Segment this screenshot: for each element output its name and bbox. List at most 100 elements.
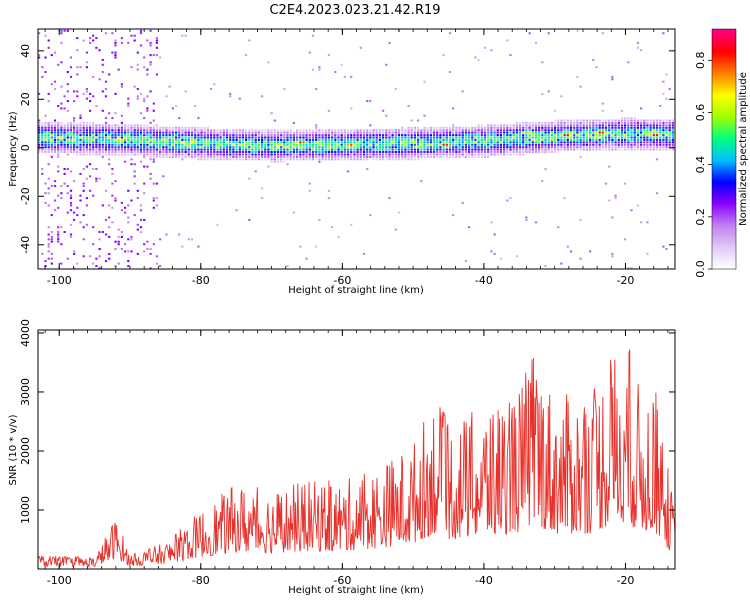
spectrogram-cell <box>509 153 512 156</box>
spectrogram-cell <box>111 146 114 149</box>
spectrogram-cell <box>79 141 82 144</box>
spectrogram-cell <box>139 146 143 149</box>
spectrogram-cell <box>299 151 302 153</box>
spectrogram-cell <box>143 129 146 132</box>
spectrogram-cell <box>432 151 436 153</box>
spectrogram-cell <box>585 148 588 151</box>
spectrogram-cell <box>165 233 168 236</box>
spectrogram-cell <box>375 136 378 139</box>
spectrogram-cell <box>149 153 152 156</box>
spectrogram-cell <box>665 131 668 134</box>
spectrogram-cell <box>104 136 108 139</box>
spectrogram-cell <box>143 243 146 246</box>
spectrogram-cell <box>53 136 57 139</box>
spectrogram-cell <box>311 151 315 153</box>
colorbar-swatch <box>712 71 736 74</box>
spectrogram-cell <box>655 129 659 132</box>
spectrogram-cell <box>461 138 464 141</box>
spectrogram-cell <box>436 143 439 146</box>
spectrogram-cell <box>563 141 566 144</box>
spectrogram-cell <box>592 141 595 144</box>
spectrogram-cell <box>190 138 194 141</box>
spectrogram-cell <box>636 124 639 127</box>
spectrogram-cell <box>187 131 190 134</box>
spectrogram-cell <box>270 155 273 158</box>
spectrogram-cell <box>566 136 569 139</box>
spectrogram-cell <box>554 131 557 134</box>
spectrogram-cell <box>563 129 566 132</box>
colorbar-swatch <box>712 89 736 92</box>
spectrogram-cell <box>592 143 595 146</box>
spectrogram-cell <box>541 143 544 146</box>
spectrogram-cell <box>69 75 73 78</box>
spectrogram-cell <box>655 141 659 144</box>
spectrogram-cell <box>493 129 496 132</box>
spectrogram-cell <box>327 189 330 192</box>
spectrogram-cell <box>299 141 302 144</box>
spectrogram-cell <box>346 138 350 141</box>
spectrogram-cell <box>487 126 490 129</box>
spectrogram-cell <box>643 131 646 134</box>
spectrogram-cell <box>614 124 617 127</box>
colorbar-swatch <box>712 177 736 180</box>
spectrogram-cell <box>563 121 566 124</box>
spectrogram-cell <box>528 138 531 141</box>
spectrogram-cell <box>346 131 350 134</box>
spectrogram-cell <box>92 143 95 146</box>
spectrogram-cell <box>101 155 104 158</box>
spectrogram-cell <box>44 143 47 146</box>
spectrogram-cell <box>63 143 66 146</box>
spectrogram-cell <box>283 146 286 149</box>
spectrogram-cell <box>276 148 280 151</box>
spectrogram-cell <box>509 129 512 132</box>
spectrogram-cell <box>509 131 512 134</box>
spectrogram-cell <box>264 148 267 151</box>
spectrogram-cell <box>582 148 585 151</box>
spectrogram-cell <box>407 126 410 129</box>
spectrogram-cell <box>238 158 241 161</box>
spectrogram-cell <box>394 129 397 132</box>
spectrogram-cell <box>503 148 506 151</box>
spectrogram-cell <box>617 126 620 129</box>
spectrogram-cell <box>659 119 662 122</box>
spectrogram-cell <box>120 126 123 129</box>
spectrogram-cell <box>50 146 53 149</box>
spectrogram-cell <box>321 151 324 153</box>
spectrogram-cell <box>143 218 146 221</box>
spectrogram-cell <box>439 148 442 151</box>
spectrogram-cell <box>487 134 490 137</box>
spectrogram-cell <box>57 138 60 141</box>
spectrogram-cell <box>178 153 181 156</box>
spectrogram-cell <box>659 121 662 124</box>
spectrogram-cell <box>490 134 493 137</box>
spectrogram-cell <box>356 158 359 161</box>
spectrogram-cell <box>136 153 139 156</box>
spectrogram-cell <box>534 126 538 129</box>
spectrogram-cell <box>525 134 528 137</box>
spectrogram-cell <box>146 151 149 153</box>
spectrogram-cell <box>190 136 194 139</box>
spectrogram-cell <box>264 141 267 144</box>
spectrogram-cell <box>53 88 57 90</box>
spectrogram-cell <box>181 158 184 161</box>
spectrogram-cell <box>509 143 512 146</box>
spectrogram-cell <box>394 228 397 231</box>
spectrogram-cell <box>397 211 401 214</box>
spectrogram-cell <box>442 134 445 137</box>
spectrogram-cell <box>397 153 401 156</box>
spectrogram-cell <box>130 141 133 144</box>
spectrogram-cell <box>190 146 194 149</box>
spectrogram-cell <box>267 158 270 161</box>
spectrogram-cell <box>509 148 512 151</box>
colorbar-swatch <box>712 173 736 176</box>
spectrogram-cell <box>662 121 665 124</box>
spectrogram-cell <box>171 151 174 153</box>
spectrogram-cell <box>308 138 311 141</box>
spectrogram-cell <box>397 143 401 146</box>
spectrogram-cell <box>474 151 477 153</box>
spectrogram-cell <box>241 146 244 149</box>
spectrogram-cell <box>394 155 397 158</box>
spectrogram-cell <box>216 158 219 161</box>
spectrogram-cell <box>305 129 308 132</box>
spectrogram-cell <box>436 151 439 153</box>
